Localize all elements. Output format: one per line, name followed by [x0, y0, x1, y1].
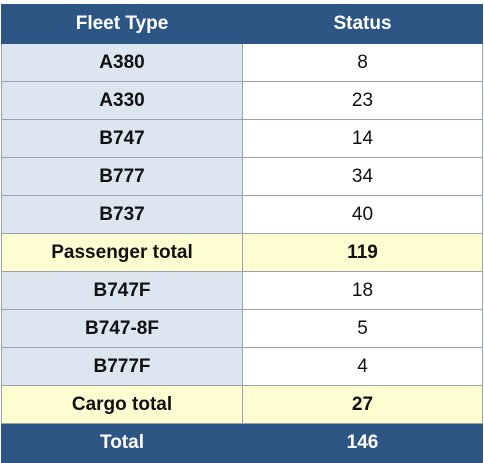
grand-total-value: 146: [242, 423, 483, 463]
grand-total-label: Total: [1, 423, 243, 463]
column-header-fleet-type: Fleet Type: [1, 4, 243, 44]
fleet-type-cell: B777F: [1, 347, 243, 386]
table-row: B737 40: [1, 195, 483, 234]
fleet-table: Fleet Type Status A380 8 A330 23 B747 14…: [1, 4, 483, 463]
fleet-type-cell: B747-8F: [1, 309, 243, 348]
table-row: B747 14: [1, 119, 483, 158]
table-row: B747F 18: [1, 271, 483, 310]
status-cell: 5: [242, 309, 483, 348]
status-cell: 34: [242, 157, 483, 196]
cargo-total-label: Cargo total: [1, 385, 243, 424]
status-cell: 14: [242, 119, 483, 158]
passenger-total-label: Passenger total: [1, 233, 243, 272]
status-cell: 18: [242, 271, 483, 310]
status-cell: 40: [242, 195, 483, 234]
cargo-total-row: Cargo total 27: [1, 385, 483, 424]
status-cell: 8: [242, 43, 483, 82]
table-row: A330 23: [1, 81, 483, 120]
table-row: A380 8: [1, 43, 483, 82]
passenger-total-row: Passenger total 119: [1, 233, 483, 272]
table-row: B777F 4: [1, 347, 483, 386]
column-header-status: Status: [242, 4, 483, 44]
fleet-type-cell: B747: [1, 119, 243, 158]
passenger-total-value: 119: [242, 233, 483, 272]
table-row: B777 34: [1, 157, 483, 196]
fleet-type-cell: B777: [1, 157, 243, 196]
status-cell: 4: [242, 347, 483, 386]
header-row: Fleet Type Status: [1, 4, 483, 44]
fleet-type-cell: B737: [1, 195, 243, 234]
fleet-type-cell: A330: [1, 81, 243, 120]
fleet-type-cell: A380: [1, 43, 243, 82]
fleet-type-cell: B747F: [1, 271, 243, 310]
table-row: B747-8F 5: [1, 309, 483, 348]
grand-total-row: Total 146: [1, 423, 483, 463]
cargo-total-value: 27: [242, 385, 483, 424]
status-cell: 23: [242, 81, 483, 120]
